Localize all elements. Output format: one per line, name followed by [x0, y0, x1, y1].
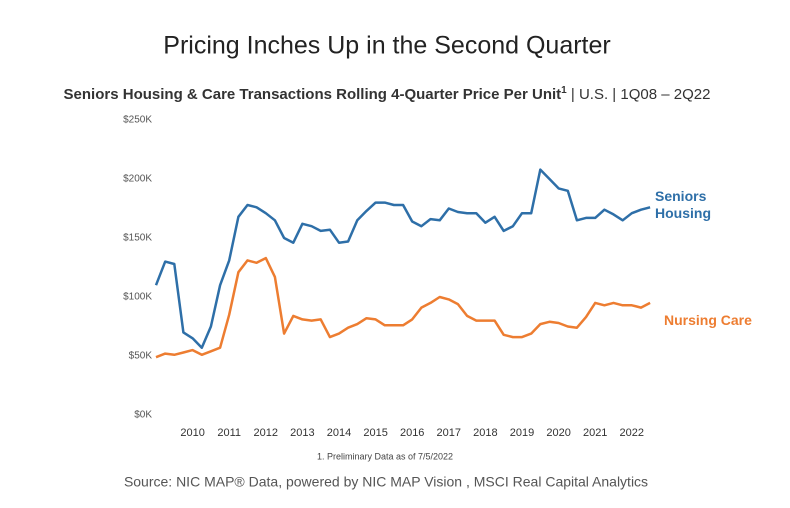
x-tick-label: 2016: [400, 427, 424, 439]
x-tick-label: 2017: [437, 427, 461, 439]
x-tick-label: 2015: [363, 427, 387, 439]
x-tick-label: 2013: [290, 427, 314, 439]
y-tick-label: $100K: [123, 292, 152, 303]
subtitle-bold: Seniors Housing & Care Transactions Roll…: [64, 86, 562, 103]
source: Source: NIC MAP® Data, powered by NIC MA…: [124, 474, 648, 490]
series-line: [154, 168, 651, 349]
x-tick-label: 2010: [180, 427, 204, 439]
x-tick-label: 2019: [510, 427, 534, 439]
x-tick-label: 2018: [473, 427, 497, 439]
series-label: Nursing Care: [664, 311, 752, 328]
x-tick-label: 2020: [546, 427, 570, 439]
x-tick-label: 2021: [583, 427, 607, 439]
y-tick-label: $200K: [123, 174, 152, 185]
x-tick-label: 2012: [254, 427, 278, 439]
y-tick-label: $150K: [123, 233, 152, 244]
y-tick-label: $0K: [134, 410, 152, 421]
x-tick-label: 2011: [217, 427, 241, 439]
series-line: [155, 256, 651, 359]
y-tick-label: $50K: [129, 351, 153, 362]
footnote: 1. Preliminary Data as of 7/5/2022: [317, 451, 453, 461]
x-tick-label: 2014: [327, 427, 351, 439]
chart-subtitle: Seniors Housing & Care Transactions Roll…: [64, 85, 711, 103]
series-label: Seniors Housing: [655, 188, 711, 221]
y-tick-label: $250K: [123, 115, 152, 126]
subtitle-rest: | U.S. | 1Q08 – 2Q22: [567, 86, 711, 103]
chart-title: Pricing Inches Up in the Second Quarter: [163, 32, 610, 60]
subtitle-sup: 1: [561, 85, 567, 96]
x-tick-label: 2022: [620, 427, 644, 439]
